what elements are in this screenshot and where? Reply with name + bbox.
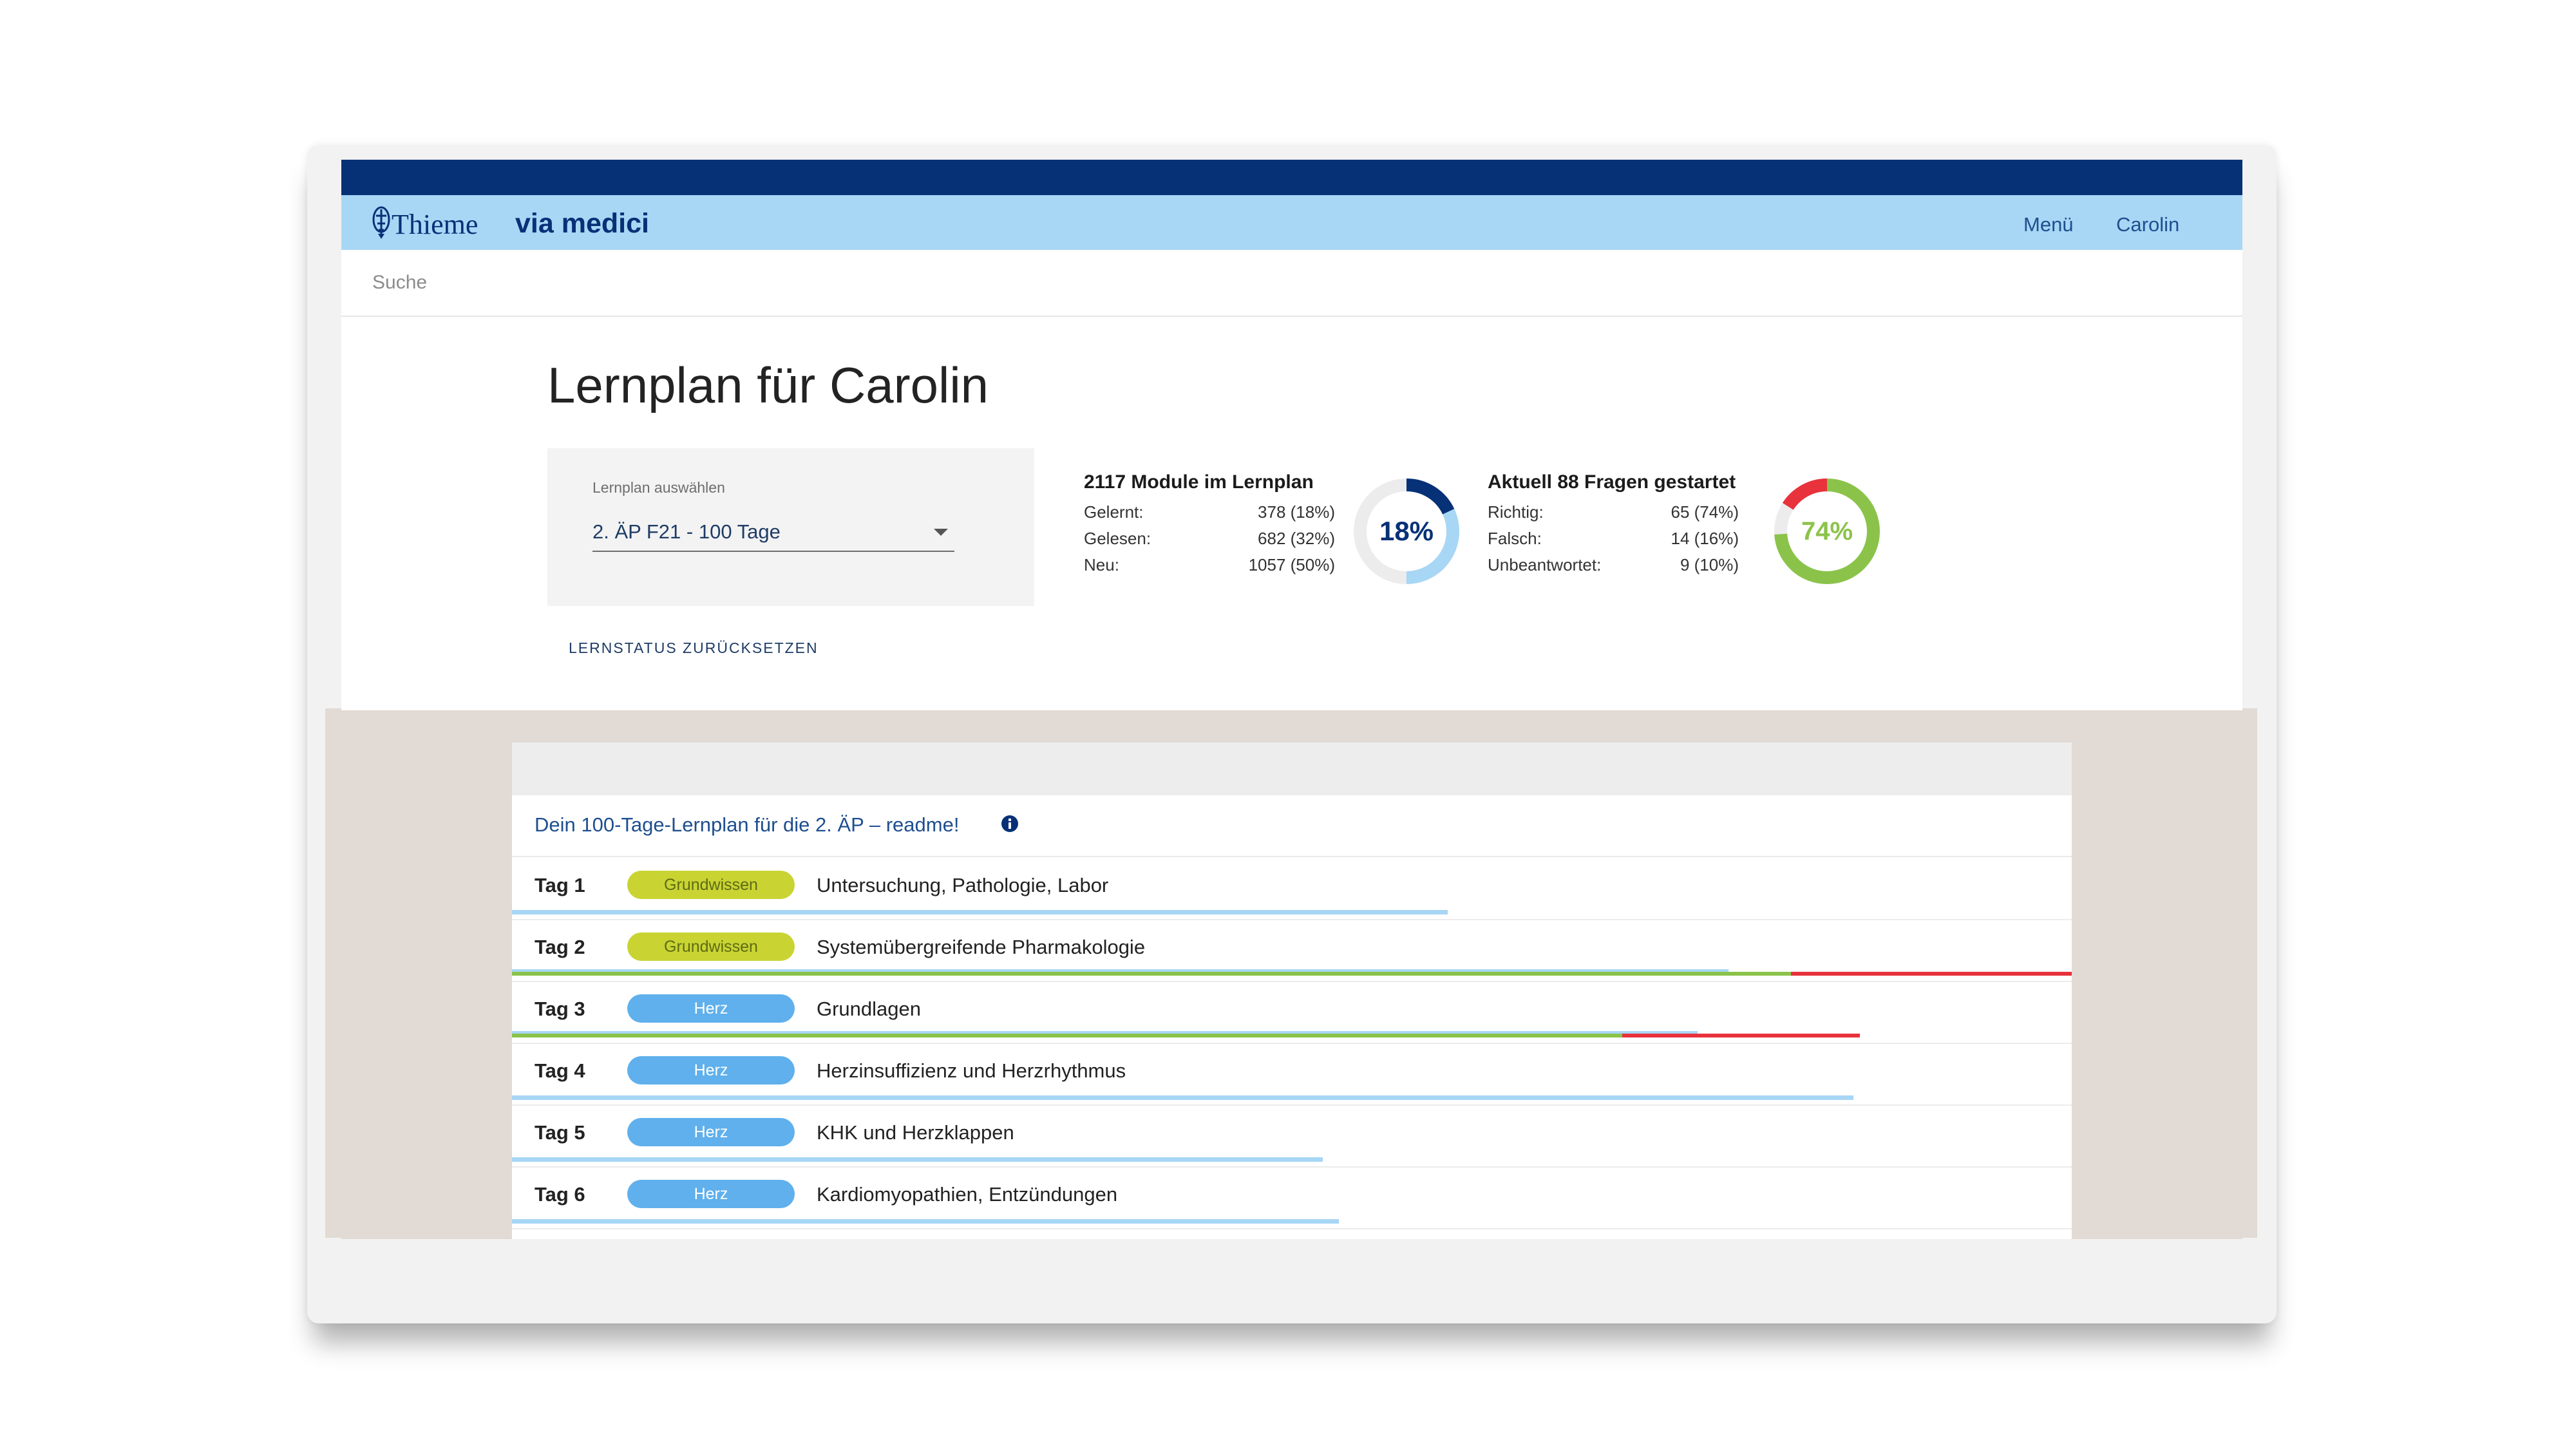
brand-logo[interactable]: Thieme (392, 209, 478, 240)
day-title: KHK und Herzklappen (817, 1121, 1014, 1144)
top-bar (341, 160, 2242, 195)
questions-donut-correct-arc (1774, 478, 1880, 584)
lernplan-select-value: 2. ÄP F21 - 100 Tage (592, 520, 781, 543)
header-nav: Thieme via medici Menü Carolin (341, 195, 2242, 250)
day-label: Tag 5 (535, 1121, 585, 1144)
day-title: Systemübergreifende Pharmakologie (817, 936, 1146, 958)
search-input[interactable] (371, 268, 760, 298)
questions-donut: 74% (1772, 477, 1882, 586)
plan-panel-header (512, 743, 2072, 795)
day-progress-bar (512, 969, 2072, 977)
progress-read (512, 1157, 1323, 1162)
stat-label: Richtig: (1488, 502, 1544, 522)
day-progress-bar (512, 1031, 2072, 1039)
stat-row: Gelesen: 682 (32%) (1084, 525, 1335, 551)
progress-wrong (1791, 972, 2072, 976)
stat-value: 378 (18%) (1258, 502, 1335, 522)
modules-donut: 18% (1352, 477, 1461, 586)
stat-row: Richtig: 65 (74%) (1488, 498, 1739, 525)
day-title: Untersuchung, Pathologie, Labor (817, 874, 1109, 896)
day-row[interactable]: Tag 5 Herz KHK und Herzklappen (512, 1104, 2072, 1168)
lernplan-select[interactable]: 2. ÄP F21 - 100 Tage (592, 517, 954, 552)
day-row[interactable]: Tag 1 Grundwissen Untersuchung, Patholog… (512, 857, 2072, 920)
progress-read (512, 1031, 1698, 1034)
user-menu-link[interactable]: Carolin (2116, 213, 2180, 236)
day-title: Grundlagen (817, 998, 922, 1020)
category-badge: Herz (627, 1180, 795, 1208)
day-title: Herzinsuffizienz und Herzrhythmus (817, 1059, 1126, 1082)
thieme-emblem-icon (372, 205, 391, 243)
progress-read (512, 910, 1448, 914)
day-progress-bar (512, 1157, 2072, 1162)
day-row[interactable]: Tag 4 Herz Herzinsuffizienz und Herzrhyt… (512, 1043, 2072, 1106)
progress-correct (512, 972, 1792, 976)
category-badge: Herz (627, 1118, 795, 1146)
modules-stats: 2117 Module im Lernplan Gelernt: 378 (18… (1084, 471, 1335, 578)
stat-row: Neu: 1057 (50%) (1084, 551, 1335, 578)
stat-label: Neu: (1084, 555, 1119, 574)
stat-value: 1057 (50%) (1248, 555, 1335, 574)
day-progress-bar (512, 910, 2072, 915)
modules-donut-label: 18% (1379, 516, 1434, 546)
day-label: Tag 1 (535, 874, 585, 896)
category-badge: Herz (627, 1056, 795, 1084)
day-row[interactable]: Tag 2 Grundwissen Systemübergreifende Ph… (512, 919, 2072, 982)
stat-row: Unbeantwortet: 9 (10%) (1488, 551, 1739, 578)
progress-correct (512, 1034, 1623, 1037)
stat-label: Unbeantwortet: (1488, 555, 1602, 574)
app-screen: Thieme via medici Menü Carolin Lernplan … (341, 160, 2242, 1239)
lernplan-select-panel: Lernplan auswählen 2. ÄP F21 - 100 Tage (547, 448, 1034, 606)
category-badge: Grundwissen (627, 871, 795, 899)
modules-heading: 2117 Module im Lernplan (1084, 471, 1314, 493)
readme-link[interactable]: Dein 100-Tage-Lernplan für die 2. ÄP – r… (535, 813, 960, 836)
category-badge: Grundwissen (627, 933, 795, 961)
day-progress-bar (512, 1095, 2072, 1101)
progress-read (512, 1095, 1853, 1100)
readme-row: Dein 100-Tage-Lernplan für die 2. ÄP – r… (512, 795, 2072, 857)
questions-stats: Aktuell 88 Fragen gestartet Richtig: 65 … (1488, 471, 1739, 578)
progress-read (512, 1219, 1339, 1224)
day-progress-bar (512, 1219, 2072, 1224)
day-row[interactable]: Tag 6 Herz Kardiomyopathien, Entzündunge… (512, 1166, 2072, 1229)
modules-donut-read-arc (1354, 478, 1459, 584)
lernplan-select-label: Lernplan auswählen (592, 479, 725, 496)
brand-sub-logo[interactable]: via medici (515, 208, 649, 239)
progress-wrong (1622, 1034, 1860, 1037)
stat-row: Falsch: 14 (16%) (1488, 525, 1739, 551)
info-icon[interactable] (1001, 815, 1019, 836)
stat-label: Gelesen: (1084, 529, 1151, 548)
stat-value: 65 (74%) (1671, 502, 1739, 522)
stat-row: Gelernt: 378 (18%) (1084, 498, 1335, 525)
reset-status-button[interactable]: LERNSTATUS ZURÜCKSETZEN (569, 639, 819, 656)
plan-panel: Dein 100-Tage-Lernplan für die 2. ÄP – r… (512, 743, 2072, 1239)
modules-donut-learned-arc (1354, 478, 1459, 584)
day-label: Tag 6 (535, 1183, 585, 1206)
questions-heading: Aktuell 88 Fragen gestartet (1488, 471, 1736, 493)
dropdown-caret-icon (934, 529, 948, 536)
day-label: Tag 4 (535, 1059, 585, 1082)
stat-value: 9 (10%) (1680, 555, 1739, 574)
page-title: Lernplan für Carolin (547, 357, 989, 413)
day-title: Kardiomyopathien, Entzündungen (817, 1183, 1118, 1206)
menu-link[interactable]: Menü (2023, 213, 2074, 236)
stat-label: Gelernt: (1084, 502, 1144, 522)
search-bar (341, 250, 2242, 317)
day-label: Tag 3 (535, 998, 585, 1020)
progress-read (512, 969, 1729, 972)
stat-label: Falsch: (1488, 529, 1542, 548)
category-badge: Herz (627, 994, 795, 1023)
plan-section: Dein 100-Tage-Lernplan für die 2. ÄP – r… (341, 710, 2242, 1239)
stat-value: 14 (16%) (1671, 529, 1739, 548)
day-label: Tag 2 (535, 936, 585, 958)
stat-value: 682 (32%) (1258, 529, 1335, 548)
questions-donut-label: 74% (1801, 516, 1853, 545)
day-row[interactable]: Tag 3 Herz Grundlagen (512, 981, 2072, 1044)
